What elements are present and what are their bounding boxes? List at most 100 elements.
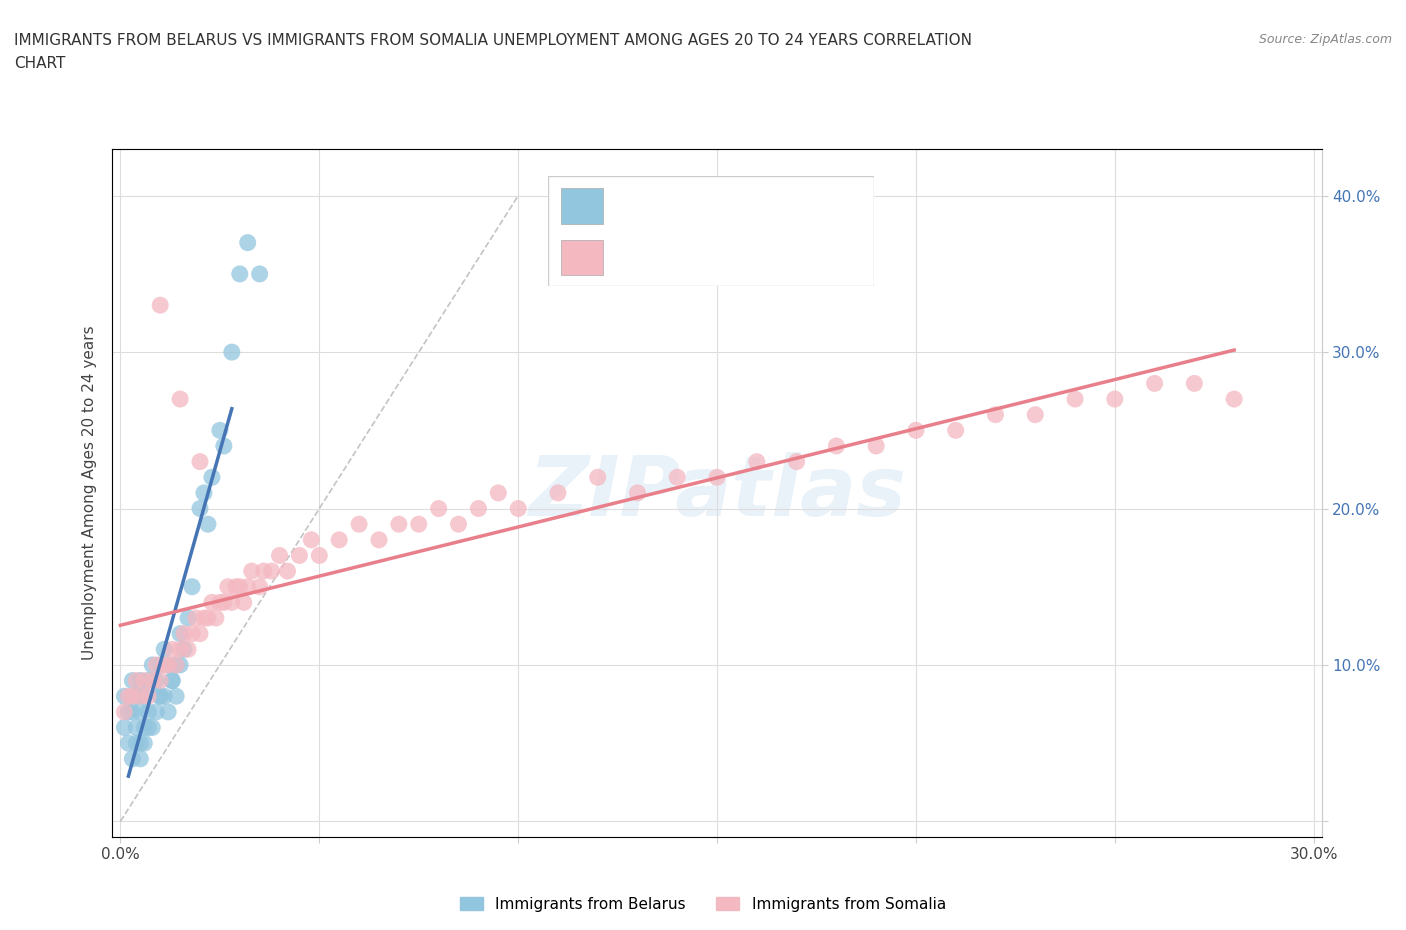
- Point: [236, 579, 259, 594]
- Point: [666, 470, 689, 485]
- Point: [249, 267, 271, 282]
- Point: [125, 673, 148, 688]
- Point: [626, 485, 648, 500]
- Point: [586, 470, 609, 485]
- Point: [188, 454, 211, 469]
- Point: [149, 298, 172, 312]
- Point: [253, 564, 276, 578]
- Point: [193, 485, 215, 500]
- Point: [328, 532, 350, 547]
- Point: [181, 626, 204, 641]
- Point: [221, 345, 243, 360]
- Point: [165, 658, 187, 672]
- Point: [904, 423, 927, 438]
- Point: [149, 689, 172, 704]
- Point: [408, 517, 430, 532]
- Point: [208, 423, 231, 438]
- Point: [145, 704, 167, 719]
- Point: [745, 454, 768, 469]
- Point: [240, 564, 263, 578]
- Point: [169, 658, 191, 672]
- Point: [136, 704, 159, 719]
- Point: [945, 423, 967, 438]
- Point: [232, 595, 254, 610]
- Point: [299, 532, 322, 547]
- Point: [160, 673, 183, 688]
- Point: [188, 501, 211, 516]
- Text: CHART: CHART: [14, 56, 66, 71]
- Point: [368, 532, 391, 547]
- Point: [125, 720, 148, 735]
- Point: [112, 704, 135, 719]
- Point: [177, 611, 200, 626]
- Point: [269, 548, 291, 563]
- Point: [181, 579, 204, 594]
- Point: [193, 611, 215, 626]
- Legend: Immigrants from Belarus, Immigrants from Somalia: Immigrants from Belarus, Immigrants from…: [454, 890, 952, 918]
- Point: [141, 720, 163, 735]
- Point: [212, 439, 235, 454]
- Point: [260, 564, 283, 578]
- Point: [149, 658, 172, 672]
- Point: [121, 704, 143, 719]
- Point: [121, 751, 143, 766]
- Point: [117, 689, 139, 704]
- Point: [188, 626, 211, 641]
- Point: [157, 658, 180, 672]
- Point: [347, 517, 370, 532]
- Point: [508, 501, 530, 516]
- Point: [249, 579, 271, 594]
- Point: [308, 548, 330, 563]
- Point: [157, 658, 180, 672]
- Point: [112, 720, 135, 735]
- Point: [177, 642, 200, 657]
- Point: [129, 673, 152, 688]
- Y-axis label: Unemployment Among Ages 20 to 24 years: Unemployment Among Ages 20 to 24 years: [82, 326, 97, 660]
- Point: [173, 626, 195, 641]
- Point: [208, 595, 231, 610]
- Point: [547, 485, 569, 500]
- Point: [160, 673, 183, 688]
- Point: [706, 470, 728, 485]
- Point: [212, 595, 235, 610]
- Point: [149, 689, 172, 704]
- Point: [165, 658, 187, 672]
- Point: [149, 673, 172, 688]
- Point: [169, 642, 191, 657]
- Point: [136, 673, 159, 688]
- Point: [786, 454, 808, 469]
- Point: [1143, 376, 1166, 391]
- Point: [201, 470, 224, 485]
- Point: [276, 564, 298, 578]
- Point: [221, 595, 243, 610]
- Point: [236, 235, 259, 250]
- Point: [467, 501, 489, 516]
- Point: [984, 407, 1007, 422]
- Point: [153, 642, 176, 657]
- Point: [169, 392, 191, 406]
- Point: [134, 673, 156, 688]
- Point: [117, 704, 139, 719]
- Point: [121, 673, 143, 688]
- Point: [134, 689, 156, 704]
- Point: [160, 642, 183, 657]
- Point: [145, 658, 167, 672]
- Point: [136, 720, 159, 735]
- Point: [129, 736, 152, 751]
- Point: [205, 611, 228, 626]
- Point: [197, 611, 219, 626]
- Point: [288, 548, 311, 563]
- Point: [145, 673, 167, 688]
- Point: [217, 579, 239, 594]
- Point: [121, 689, 143, 704]
- Point: [1223, 392, 1246, 406]
- Point: [141, 658, 163, 672]
- Point: [125, 689, 148, 704]
- Point: [486, 485, 509, 500]
- Point: [129, 704, 152, 719]
- Point: [1064, 392, 1087, 406]
- Point: [153, 658, 176, 672]
- Point: [134, 720, 156, 735]
- Point: [197, 517, 219, 532]
- Point: [1182, 376, 1205, 391]
